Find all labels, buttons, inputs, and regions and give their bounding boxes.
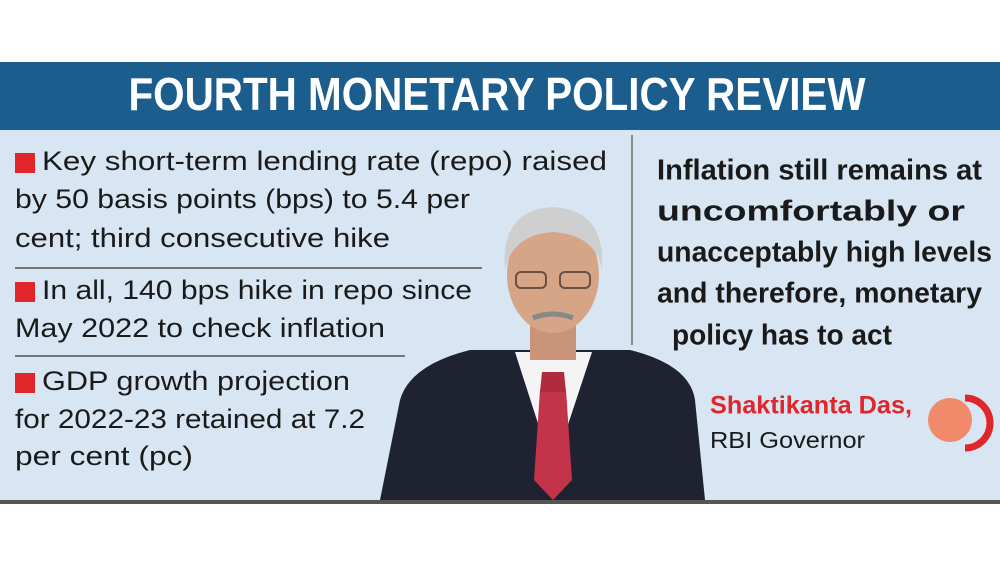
banner [0,62,1000,130]
quote-line: Inflation still remains at [657,155,982,187]
title: FOURTH MONETARY POLICY REVIEW [129,68,867,120]
bullet-text: for 2022-23 retained at 7.2 [15,404,365,434]
portrait [380,207,705,500]
speaker-name: Shaktikanta Das, [710,392,912,420]
bullet-text: by 50 basis points (bps) to 5.4 per [15,184,470,214]
quote-line: uncomfortably or [657,196,965,228]
quote-line: and therefore, monetary [657,278,982,310]
bullet-marker [15,153,35,173]
bullet-text: May 2022 to check inflation [15,313,385,343]
bullet-text: Key short-term lending rate (repo) raise… [42,146,607,176]
logo [928,394,994,452]
bullet-text: In all, 140 bps hike in repo since [42,275,472,305]
quote-line: unacceptably high levels [657,237,992,269]
bullet-text: GDP growth projection [42,366,350,396]
bullet-text: cent; third consecutive hike [15,223,390,253]
bullet-marker [15,373,35,393]
bullet-marker [15,282,35,302]
bottom-rule [0,500,1000,504]
quote-line: policy has to act [672,320,892,352]
speaker-role: RBI Governor [710,427,865,453]
bullet-text: per cent (pc) [15,441,193,471]
